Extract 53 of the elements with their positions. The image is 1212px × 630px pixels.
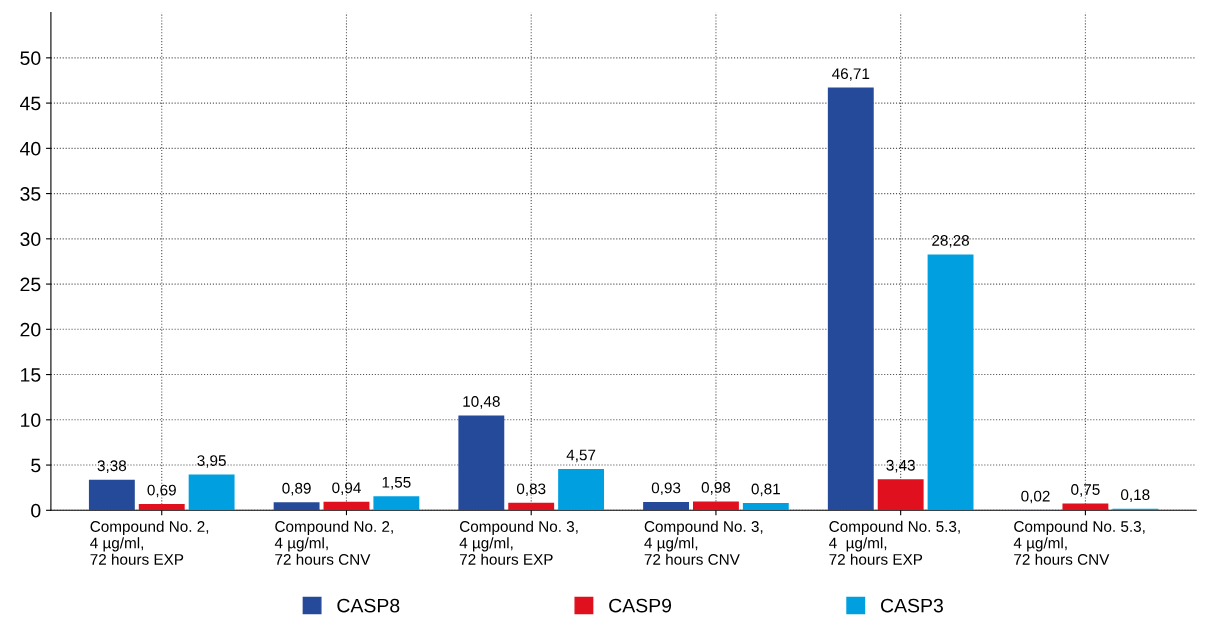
data-label: 3,43: [886, 459, 915, 473]
data-label: 0,81: [751, 483, 780, 497]
data-label: 0,18: [1121, 489, 1150, 502]
bar: [458, 415, 505, 511]
y-tick-label: 30: [20, 232, 41, 247]
legend-label: CASP9: [609, 598, 672, 613]
y-tick-label: 50: [20, 51, 41, 66]
x-tick-label: Compound No. 3, 4 µg/ml, 72 hours CNV: [644, 520, 763, 565]
bar: [508, 502, 555, 511]
bar: [927, 254, 974, 511]
bar: [643, 501, 690, 511]
data-label: 0,93: [651, 482, 681, 496]
y-tick-label: 15: [21, 368, 41, 382]
data-label: 3,95: [197, 455, 226, 468]
data-label: 0,69: [147, 484, 176, 498]
bar: [693, 501, 739, 511]
data-label: 0,75: [1071, 484, 1100, 497]
data-label: 3,38: [97, 460, 127, 473]
y-tick-label: 5: [31, 458, 41, 473]
data-label: 1,55: [382, 477, 411, 490]
data-label: 28,28: [932, 235, 969, 248]
y-tick-label: 10: [21, 413, 41, 428]
x-tick-label: Compound No. 5.3, 4 µg/ml, 72 hours CNV: [1013, 520, 1145, 565]
data-label: 46,71: [832, 68, 870, 81]
data-label: 0,89: [282, 482, 311, 496]
bar: [373, 496, 420, 511]
bar: [323, 501, 370, 511]
x-tick-label: Compound No. 2, 4 µg/ml, 72 hours EXP: [90, 520, 209, 565]
bar: [558, 468, 605, 511]
data-label: 0,02: [1021, 490, 1050, 504]
legend-label: CASP8: [337, 598, 400, 613]
bar: [877, 479, 924, 511]
x-tick-label: Compound No. 3, 4 µg/ml, 72 hours EXP: [459, 520, 578, 565]
data-label: 10,48: [463, 396, 500, 409]
y-tick-label: 20: [20, 322, 41, 337]
bar: [138, 504, 185, 511]
bar: [188, 474, 235, 511]
data-label: 0,98: [701, 482, 731, 495]
bar: [88, 479, 135, 511]
bar: [273, 502, 320, 511]
y-tick-label: 0: [31, 503, 41, 518]
x-tick-label: Compound No. 5.3, 4 µg/ml, 72 hours EXP: [829, 520, 960, 565]
data-label: 0,94: [332, 482, 361, 496]
y-tick-label: 25: [20, 277, 41, 292]
data-label: 0,83: [516, 483, 546, 497]
y-tick-label: 40: [20, 141, 41, 156]
x-tick-label: Compound No. 2, 4 µg/ml, 72 hours CNV: [274, 520, 393, 565]
y-tick-label: 35: [20, 187, 41, 201]
data-label: 4,57: [566, 449, 596, 463]
bar: [742, 502, 789, 511]
bar: [827, 87, 874, 511]
y-tick-label: 45: [20, 96, 41, 111]
legend-label: CASP3: [881, 598, 943, 613]
